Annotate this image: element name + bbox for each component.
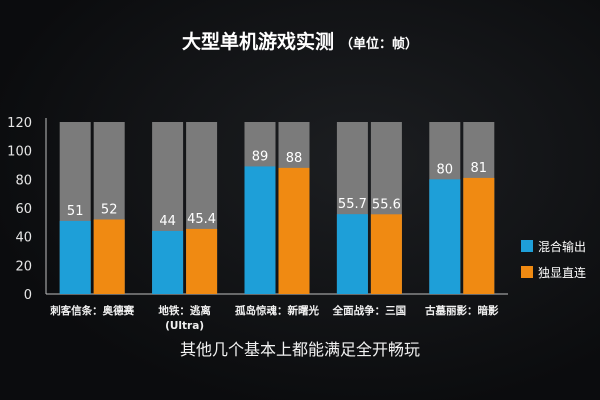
bar-data-label: 55.6 bbox=[372, 197, 401, 212]
y-tick-label: 60 bbox=[15, 202, 32, 217]
legend-swatch bbox=[521, 266, 533, 278]
x-category-label: 刺客信条：奥德赛 bbox=[49, 304, 134, 317]
bar-data-label: 88 bbox=[286, 151, 303, 166]
legend-swatch bbox=[521, 240, 533, 252]
y-tick-label: 120 bbox=[7, 116, 32, 131]
chart-title-text: 大型单机游戏实测 bbox=[182, 30, 334, 53]
bar-hybrid bbox=[429, 179, 461, 294]
bar-data-label: 45.4 bbox=[187, 212, 216, 227]
bar-dgpu bbox=[370, 214, 402, 294]
y-tick-label: 80 bbox=[15, 173, 32, 188]
x-category-label: 全面战争：三国 bbox=[332, 304, 407, 317]
bar-dgpu bbox=[463, 177, 495, 294]
y-tick-label: 20 bbox=[15, 259, 32, 274]
bar-hybrid bbox=[152, 230, 184, 294]
bar-hybrid bbox=[336, 214, 368, 294]
bar-dgpu bbox=[93, 219, 125, 294]
bar-dgpu bbox=[278, 167, 310, 294]
x-category-label: (Ultra) bbox=[165, 320, 204, 332]
y-tick-label: 40 bbox=[15, 231, 32, 246]
legend-label: 独显直连 bbox=[538, 265, 586, 280]
video-subtitle: 其他几个基本上都能满足全开畅玩 bbox=[179, 340, 420, 359]
chart-unit-note: （单位：帧） bbox=[340, 36, 418, 52]
bar-hybrid bbox=[59, 220, 91, 294]
x-category-label: 地铁：逃离 bbox=[158, 304, 211, 317]
y-tick-label: 100 bbox=[7, 145, 32, 160]
x-category-label: 古墓丽影：暗影 bbox=[425, 304, 499, 317]
bar-data-label: 80 bbox=[437, 162, 454, 177]
bar-data-label: 51 bbox=[67, 204, 84, 219]
bar-dgpu bbox=[186, 228, 218, 294]
bar-data-label: 89 bbox=[252, 149, 269, 164]
legend-label: 混合输出 bbox=[538, 239, 586, 254]
bar-hybrid bbox=[244, 166, 276, 294]
chart-title: 大型单机游戏实测 （单位：帧） bbox=[182, 30, 418, 53]
y-tick-label: 0 bbox=[24, 288, 32, 303]
x-category-label: 孤岛惊魂：新曙光 bbox=[235, 304, 319, 317]
bar-data-label: 44 bbox=[159, 214, 176, 229]
bar-data-label: 52 bbox=[101, 202, 118, 217]
bar-data-label: 81 bbox=[471, 161, 488, 176]
bar-data-label: 55.7 bbox=[338, 197, 367, 212]
